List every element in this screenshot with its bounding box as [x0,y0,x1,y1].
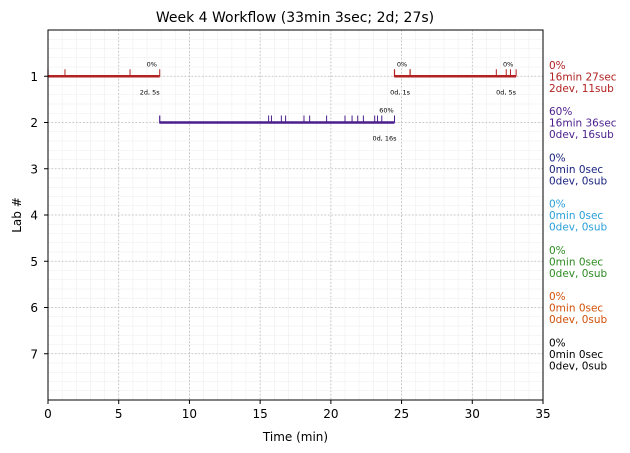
y-tick-label: 6 [30,301,38,315]
lab-summary-pct: 0% [549,60,566,72]
y-tick-label: 1 [30,70,38,84]
lab-summary-devsub: 0dev, 0sub [549,222,608,234]
timeline-segments: 0% 2d, 5s 0% 0d, 1s 0% 0d, 5s 60% 0d, 16s [47,60,517,143]
x-tick-label: 20 [323,407,338,421]
x-tick-label: 15 [253,407,268,421]
y-tick-label: 5 [30,255,38,269]
y-tick-label: 7 [30,347,38,361]
lab-summary-time: 16min 27sec [549,71,617,83]
x-tick-label: 30 [465,407,480,421]
segment-percent-label: 60% [379,107,393,115]
lab-summary-pct: 0% [549,291,566,303]
segment-sub-label: 0d, 16s [372,135,397,143]
lab-summary-devsub: 0dev, 0sub [549,314,608,326]
x-tick-label: 10 [182,407,197,421]
chart-title: Week 4 Workflow (33min 3sec; 2d; 27s) [156,10,434,26]
lab-summary-devsub: 0dev, 0sub [549,268,608,280]
segment-percent-label: 0% [147,60,157,68]
x-tick-label: 0 [44,407,52,421]
minor-grid [47,29,544,401]
y-tick-label: 3 [30,162,38,176]
x-tick-label: 25 [394,407,409,421]
x-axis-ticks: 0 5 10 15 20 25 30 35 [44,400,551,421]
segment-sub-label: 0d, 1s [390,88,411,96]
x-axis-label: Time (min) [262,430,328,444]
lab-summary-time: 0min 0sec [549,303,603,315]
y-tick-label: 4 [30,209,38,223]
lab-summary-time: 0min 0sec [549,349,603,361]
lab-summary-pct: 0% [549,199,566,211]
x-tick-label: 35 [535,407,550,421]
lab-summary-pct: 0% [549,245,566,257]
lab-summary-devsub: 0dev, 0sub [549,175,608,187]
lab-summary-time: 0min 0sec [549,256,603,268]
lab-summary-devsub: 2dev, 11sub [549,83,614,95]
lab-summary-devsub: 0dev, 16sub [549,129,614,141]
segment-sub-label: 2d, 5s [140,88,161,96]
lab-summary-pct: 60% [549,106,572,118]
segment-sub-label: 0d, 5s [496,88,517,96]
x-tick-label: 5 [115,407,123,421]
y-tick-label: 2 [30,116,38,130]
y-axis-label: Lab # [10,197,24,233]
segment-percent-label: 0% [397,60,407,68]
lab-summary-time: 0min 0sec [549,210,603,222]
lab-summary-time: 0min 0sec [549,164,603,176]
lab-summary-time: 16min 36sec [549,118,617,130]
lab-summary-pct: 0% [549,337,566,349]
segment-percent-label: 0% [503,60,513,68]
y-axis-ticks: 1 2 3 4 5 6 7 [30,70,48,361]
lab-summary-pct: 0% [549,152,566,164]
lab-summary-devsub: 0dev, 0sub [549,360,608,372]
